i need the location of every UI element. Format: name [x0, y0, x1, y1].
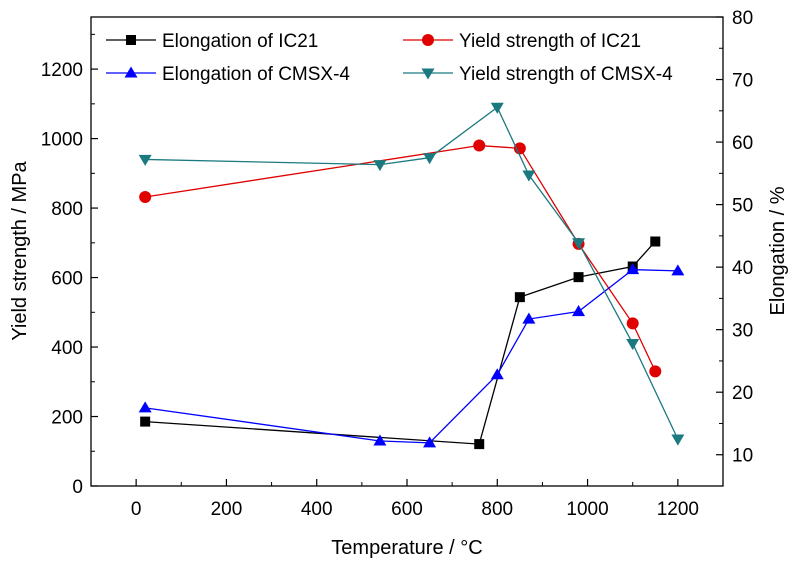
data-point	[572, 238, 586, 250]
data-point	[373, 160, 387, 172]
legend-item: Elongation of IC21	[106, 31, 318, 52]
legend-item: Yield strength of IC21	[403, 31, 641, 52]
legend-swatch-marker	[124, 66, 138, 78]
legend-label: Yield strength of IC21	[459, 31, 641, 52]
series-line	[145, 106, 679, 440]
x-tick-label: 400	[301, 499, 333, 520]
data-point	[474, 439, 485, 450]
y-right-tick-label: 20	[732, 383, 753, 404]
legend-label: Yield strength of CMSX-4	[459, 64, 673, 85]
data-point	[140, 416, 151, 427]
data-point	[626, 317, 639, 330]
series-2	[139, 139, 662, 378]
y-axis-left-title: Yield strength / MPa	[9, 160, 31, 340]
y-left-tick-label: 0	[72, 477, 83, 498]
data-point	[139, 190, 152, 203]
data-point	[573, 272, 584, 283]
series-layer	[138, 102, 685, 450]
series-line	[145, 268, 678, 444]
data-point	[373, 434, 387, 446]
data-point	[423, 153, 437, 165]
data-point	[626, 339, 640, 351]
y-right-tick-label: 80	[732, 8, 753, 29]
x-tick-label: 0	[131, 499, 142, 520]
y-right-tick-label: 10	[732, 446, 753, 467]
legend-item: Elongation of CMSX-4	[106, 64, 350, 85]
y-left-tick-label: 200	[51, 408, 83, 429]
data-point	[138, 154, 152, 166]
data-point	[473, 139, 486, 152]
plot-frame	[90, 16, 724, 487]
legend-swatch-marker	[421, 68, 435, 80]
data-point	[522, 312, 536, 324]
y-right-tick-label: 50	[732, 196, 753, 217]
legend-label: Elongation of CMSX-4	[162, 64, 350, 85]
data-point	[138, 401, 152, 413]
legend-item: Yield strength of CMSX-4	[403, 64, 673, 85]
x-axis-title: Temperature / °C	[331, 537, 482, 559]
data-point	[626, 263, 640, 275]
axis-ticks: 0 200 400 600 800 1000 1200 0 200 400 600 800 1000 12…	[41, 8, 753, 520]
legend-swatch-marker	[422, 34, 434, 46]
data-point	[490, 368, 504, 380]
data-point	[490, 102, 504, 114]
x-tick-label: 200	[211, 499, 243, 520]
y-right-tick-label: 60	[732, 133, 753, 154]
series-line	[145, 241, 656, 445]
y-right-tick-label: 40	[732, 258, 753, 279]
legend-swatch-marker	[126, 35, 136, 45]
data-point	[572, 305, 586, 317]
legend: Elongation of IC21 Yield strength of IC21…	[106, 31, 673, 85]
x-tick-label: 1000	[566, 499, 608, 520]
legend-label: Elongation of IC21	[162, 31, 318, 52]
data-point	[522, 170, 536, 182]
series-line	[145, 144, 656, 372]
data-point	[514, 292, 525, 303]
y-left-tick-label: 1200	[41, 60, 83, 81]
data-point	[423, 436, 437, 448]
x-tick-label: 1200	[657, 499, 699, 520]
series-4	[138, 102, 685, 446]
y-axis-right-title: Elongation / %	[767, 186, 789, 315]
y-left-tick-label: 600	[51, 269, 83, 290]
data-point	[649, 365, 662, 378]
data-point	[671, 264, 685, 276]
y-right-tick-label: 70	[732, 71, 753, 92]
data-point	[671, 434, 685, 446]
series-1	[140, 236, 661, 450]
data-point	[513, 142, 526, 155]
y-left-tick-label: 800	[51, 199, 83, 220]
y-right-tick-label: 30	[732, 321, 753, 342]
data-point	[650, 236, 661, 247]
y-left-tick-label: 1000	[41, 130, 83, 151]
x-tick-label: 600	[391, 499, 423, 520]
x-tick-label: 800	[481, 499, 513, 520]
series-3	[138, 263, 685, 448]
y-left-tick-label: 400	[51, 338, 83, 359]
